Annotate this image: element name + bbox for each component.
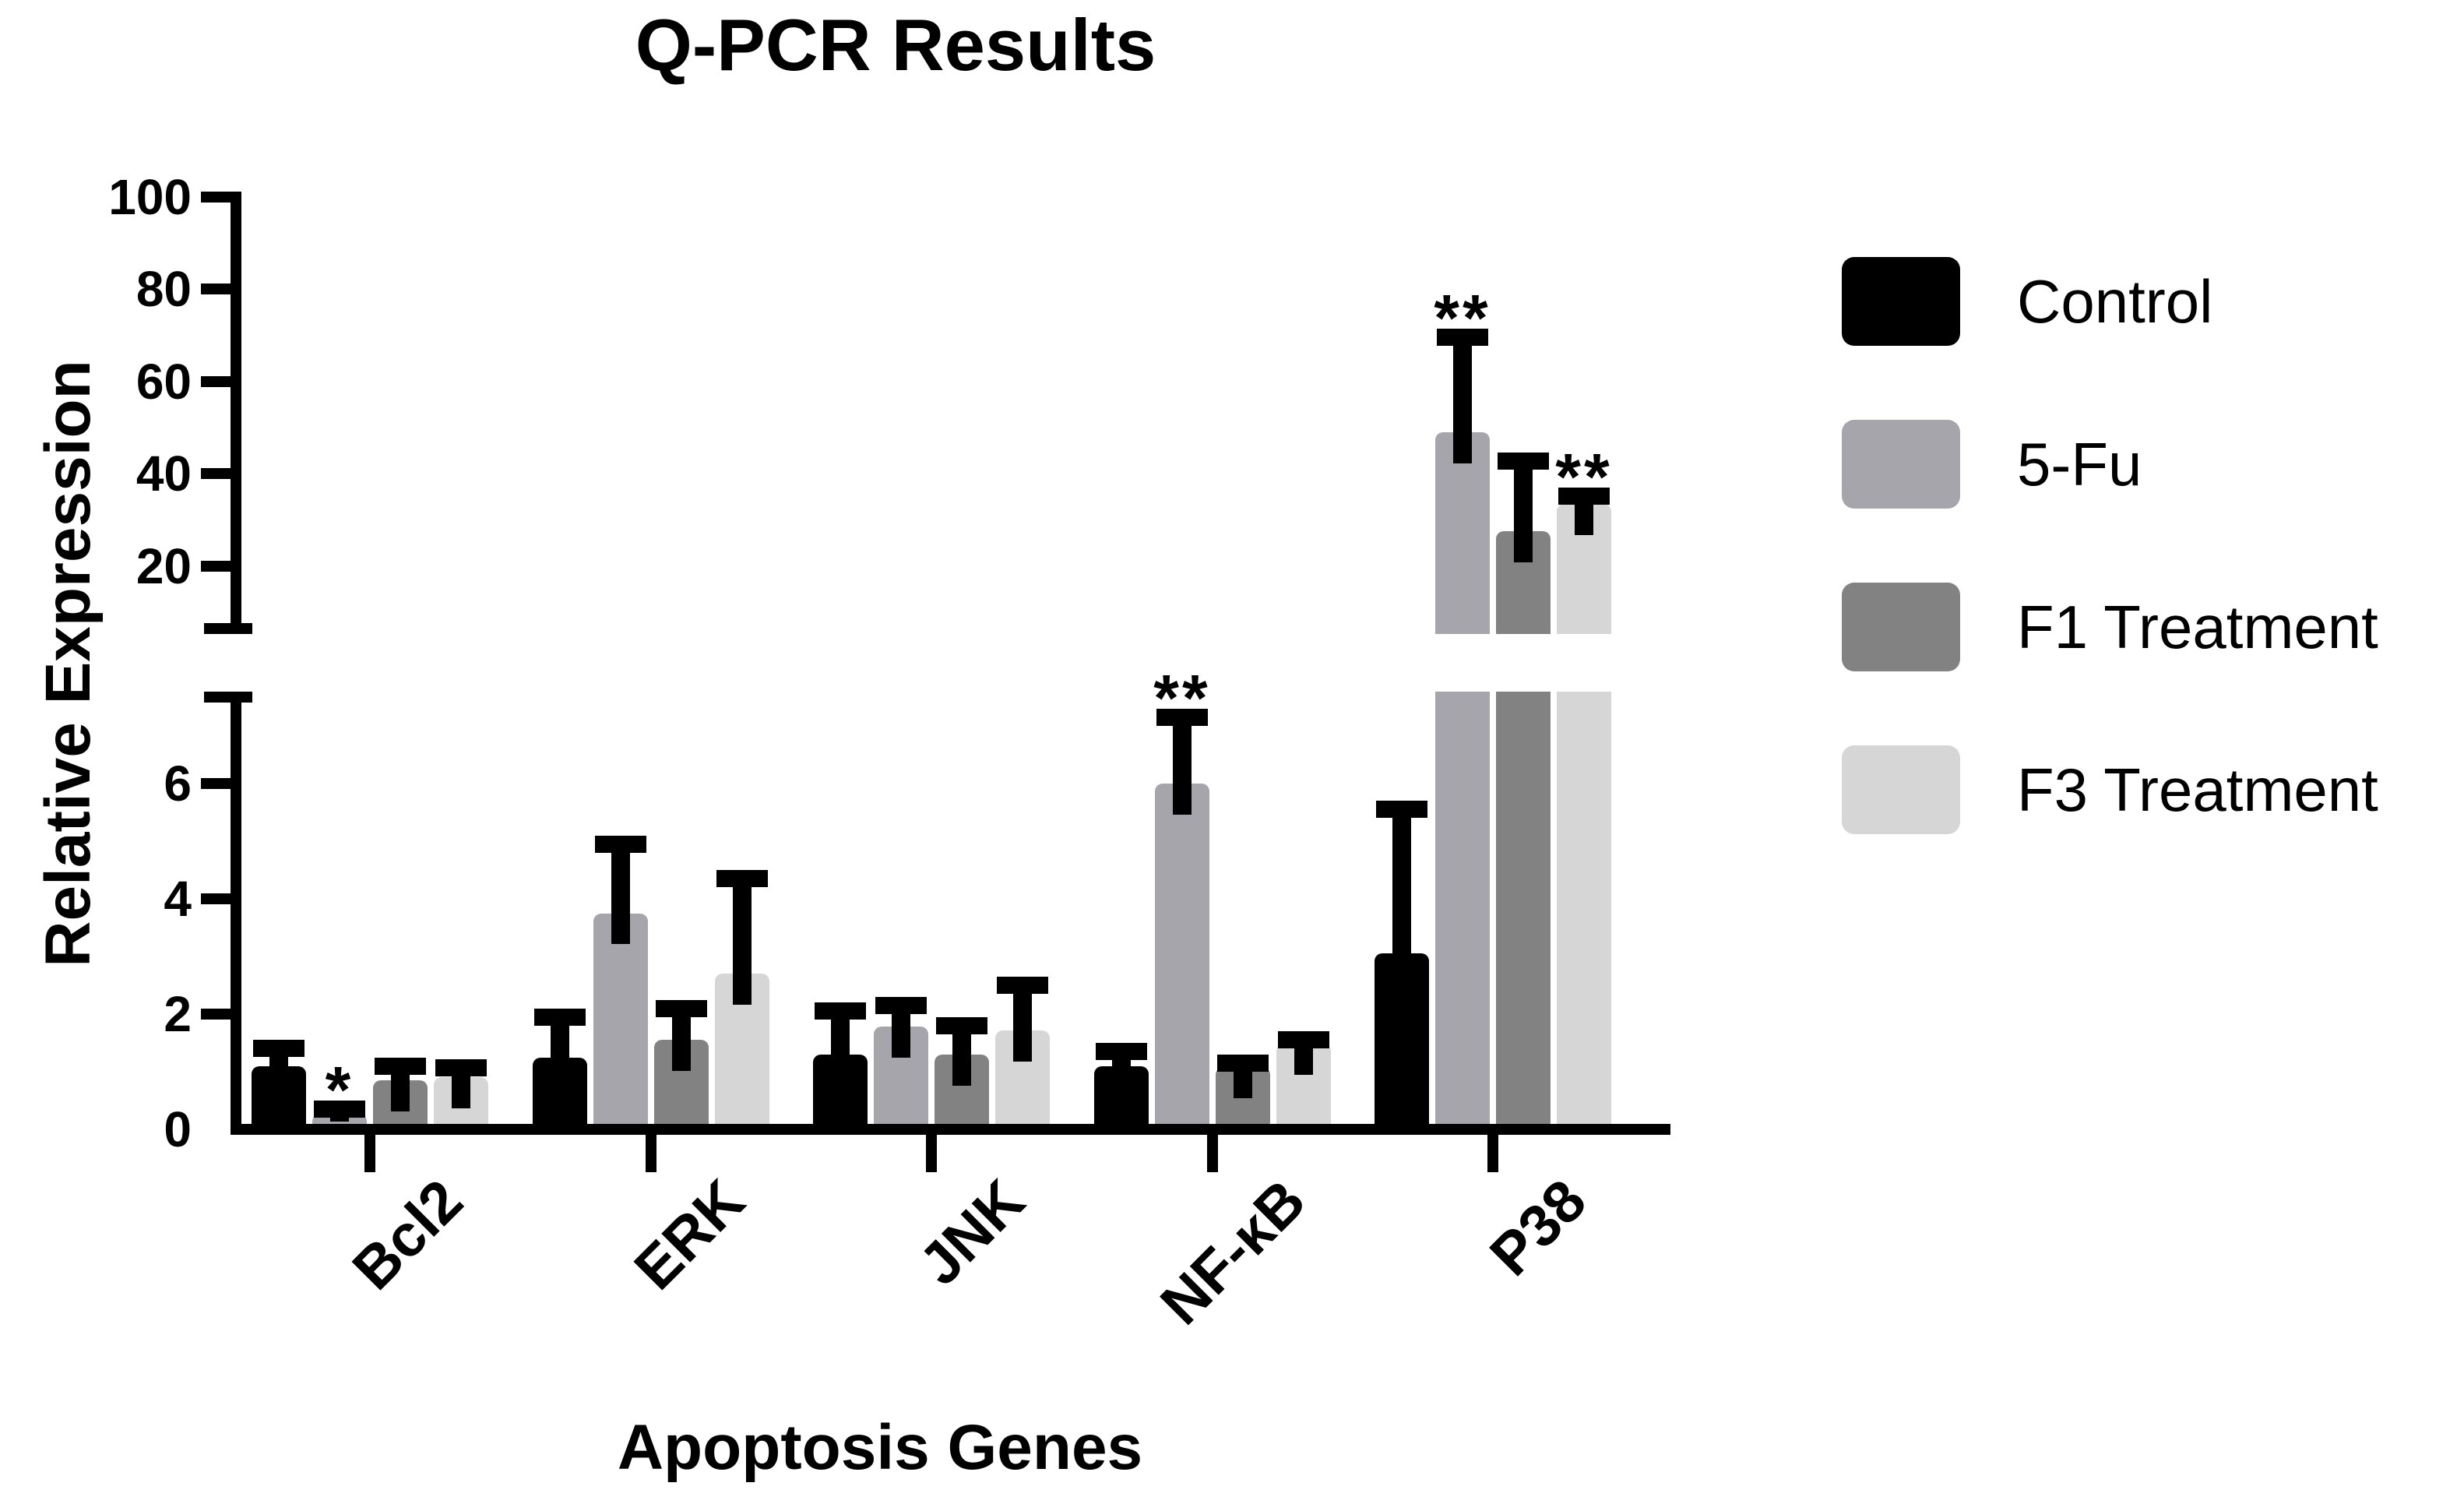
y-tick-label: 20 — [136, 537, 192, 594]
error-bar-cap — [1498, 453, 1549, 470]
error-bar-stem — [611, 835, 630, 945]
legend-label-5-Fu: 5-Fu — [2017, 430, 2142, 498]
significance-star: ** — [1555, 439, 1613, 513]
error-bar-cap — [1558, 487, 1610, 505]
bar-P38-F1 Treatment — [1496, 531, 1551, 1125]
x-tick — [926, 1135, 937, 1172]
error-bar-stem — [1514, 453, 1533, 563]
error-bar-cap — [997, 976, 1048, 994]
error-bar-cap — [716, 870, 768, 887]
legend-swatch-5-Fu — [1842, 420, 1960, 509]
error-bar-cap — [1156, 708, 1208, 726]
legend-label-F3 Treatment: F3 Treatment — [2017, 756, 2378, 824]
error-bar-cap — [1217, 1054, 1269, 1072]
error-bar-cap — [1278, 1031, 1329, 1049]
y-tick-label: 60 — [136, 353, 192, 410]
error-bar-cap — [314, 1101, 365, 1118]
error-bar-stem — [733, 870, 752, 1006]
error-bar-stem — [1392, 801, 1411, 985]
error-bar-cap — [815, 1002, 866, 1020]
x-category-label: Bcl2 — [340, 1167, 476, 1303]
x-tick — [1487, 1135, 1498, 1172]
error-bar-stem — [1453, 328, 1472, 463]
x-axis-line — [231, 1124, 1670, 1135]
y-tick-label: 80 — [136, 261, 192, 318]
legend-label-F1 Treatment: F1 Treatment — [2017, 593, 2378, 661]
legend-label-Control: Control — [2017, 267, 2213, 336]
error-bar-cap — [595, 835, 646, 853]
significance-star: * — [325, 1053, 354, 1126]
y-tick — [201, 284, 231, 295]
error-bar-cap — [1096, 1043, 1147, 1060]
x-tick — [364, 1135, 375, 1172]
error-bar-stem — [1173, 708, 1192, 815]
significance-star: ** — [1434, 280, 1491, 354]
legend-swatch-F3 Treatment — [1842, 745, 1960, 834]
x-category-label: JNK — [906, 1167, 1037, 1298]
y-tick-label: 0 — [164, 1101, 192, 1157]
bar-NF-κB-5-Fu — [1155, 784, 1209, 1125]
x-tick — [646, 1135, 656, 1172]
error-bar-cap — [253, 1040, 304, 1058]
y-tick-label: 100 — [108, 168, 192, 225]
y-tick-label: 6 — [164, 756, 192, 812]
x-category-label: NF-κB — [1148, 1167, 1318, 1338]
error-bar-cap — [875, 996, 927, 1014]
x-category-label: P38 — [1477, 1167, 1599, 1289]
y-tick — [201, 778, 231, 789]
error-bar-cap — [936, 1016, 987, 1034]
error-bar-cap — [435, 1058, 487, 1076]
chart-title: Q-PCR Results — [635, 4, 1156, 86]
bar-P38-5-Fu — [1435, 431, 1490, 1125]
bar-ERK-5-Fu — [593, 913, 648, 1125]
y-tick-label: 40 — [136, 446, 192, 502]
y-tick — [201, 191, 231, 203]
x-tick — [1207, 1135, 1218, 1172]
x-category-label: ERK — [621, 1167, 757, 1303]
y-tick — [201, 375, 231, 387]
error-bar-cap — [1437, 328, 1488, 346]
error-bar-cap — [375, 1057, 426, 1075]
y-axis-lower-line — [231, 692, 241, 1135]
y-axis-upper-line — [231, 192, 241, 634]
bar-P38-F3 Treatment — [1557, 503, 1611, 1125]
y-tick-label: 2 — [164, 986, 192, 1042]
error-bar-cap — [1376, 801, 1427, 819]
y-tick — [201, 1009, 231, 1020]
y-tick — [201, 893, 231, 904]
legend-swatch-Control — [1842, 257, 1960, 346]
legend-swatch-F1 Treatment — [1842, 583, 1960, 671]
y-tick — [201, 468, 231, 480]
x-axis-title: Apoptosis Genes — [617, 1412, 1143, 1483]
significance-star: ** — [1153, 660, 1211, 734]
error-bar-cap — [656, 999, 707, 1017]
y-tick-label: 4 — [164, 871, 192, 927]
y-tick — [201, 560, 231, 572]
axis-break-band — [259, 634, 1670, 692]
error-bar-cap — [534, 1008, 586, 1026]
y-axis-upper-cap — [204, 623, 252, 634]
y-axis-lower-cap — [204, 692, 252, 703]
